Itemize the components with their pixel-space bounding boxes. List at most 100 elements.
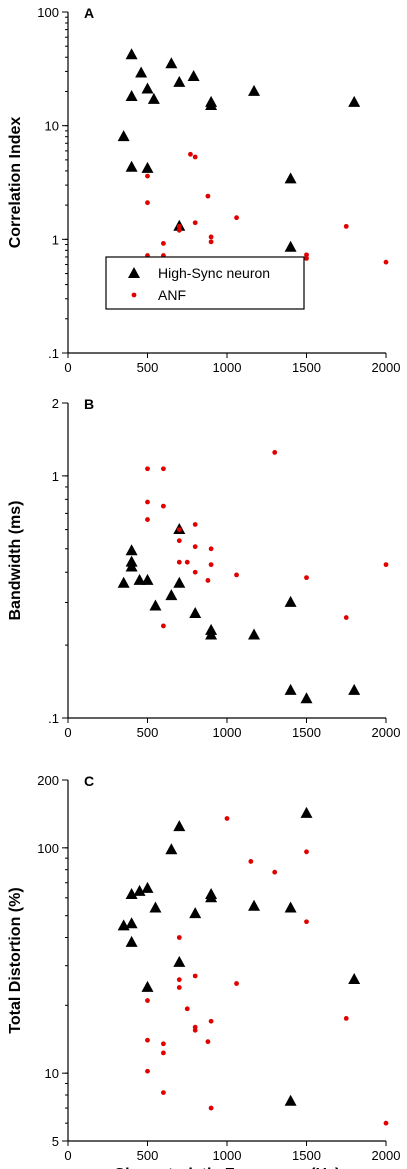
anf-point	[161, 1090, 166, 1095]
x-tick-label: 0	[64, 1148, 71, 1163]
high-sync-point	[147, 92, 160, 104]
anf-point	[176, 935, 182, 940]
legend-dot-icon	[131, 292, 137, 298]
x-tick-label: 2000	[372, 360, 401, 375]
high-sync-point	[133, 884, 146, 896]
y-axis-label: Bandwidth (ms)	[7, 501, 24, 621]
high-sync-point	[189, 907, 202, 919]
high-sync-point	[189, 606, 202, 618]
anf-point	[234, 981, 239, 986]
high-sync-point	[284, 683, 297, 695]
x-tick-label: 1000	[213, 1148, 242, 1163]
high-sync-point	[173, 820, 186, 832]
anf-point	[208, 562, 214, 568]
high-sync-point	[300, 692, 313, 704]
anf-point	[304, 575, 309, 581]
high-sync-point	[187, 70, 200, 82]
legend-box	[105, 256, 305, 310]
x-tick-label: 500	[137, 725, 159, 740]
anf-point	[208, 234, 214, 240]
high-sync-point	[125, 90, 138, 102]
high-sync-point	[173, 955, 186, 967]
y-tick-label: 100	[37, 5, 59, 20]
high-sync-point	[300, 806, 313, 818]
high-sync-point	[125, 544, 138, 556]
x-tick-label: 2000	[372, 725, 401, 740]
x-tick-label: 1000	[213, 360, 242, 375]
high-sync-point	[125, 48, 138, 60]
anf-point	[304, 252, 309, 258]
anf-point	[205, 193, 211, 199]
high-sync-point	[135, 66, 148, 78]
y-tick-label: 2	[52, 396, 59, 411]
high-sync-point	[348, 973, 361, 985]
x-tick-label: 0	[64, 360, 71, 375]
anf-point	[161, 241, 166, 246]
anf-point	[145, 499, 150, 505]
high-sync-point	[149, 901, 162, 913]
anf-point	[234, 572, 239, 578]
high-sync-point	[205, 891, 218, 903]
x-axis-label: Characteristic Frequency (Hz)	[114, 1166, 341, 1169]
legend-label: High-Sync neuron	[158, 265, 270, 281]
x-tick-label: 1500	[292, 1148, 321, 1163]
high-sync-point	[141, 573, 154, 585]
y-tick-label: 10	[45, 1066, 59, 1081]
y-tick-label: 10	[45, 119, 59, 134]
anf-point	[192, 569, 198, 575]
high-sync-point	[284, 595, 297, 607]
anf-point	[248, 859, 254, 864]
anf-point	[145, 998, 150, 1003]
anf-point	[176, 559, 182, 565]
y-tick-label: 1	[52, 469, 59, 484]
anf-point	[192, 154, 198, 160]
anf-point	[304, 919, 309, 925]
high-sync-point	[348, 683, 361, 695]
high-sync-point	[125, 935, 138, 947]
anf-point	[145, 517, 150, 522]
anf-point	[184, 1006, 190, 1012]
panel-letter: C	[84, 773, 94, 789]
panel-letter: A	[84, 5, 94, 21]
anf-point	[383, 562, 389, 568]
y-tick-label: .1	[48, 711, 59, 726]
anf-point	[145, 200, 150, 206]
anf-point	[192, 973, 198, 979]
high-sync-point	[133, 573, 146, 585]
high-sync-point	[117, 576, 130, 588]
anf-point	[176, 227, 182, 233]
x-tick-label: 500	[137, 360, 159, 375]
anf-point	[208, 1018, 214, 1024]
anf-point	[343, 223, 349, 229]
anf-point	[161, 1041, 166, 1047]
y-axis-label: Correlation Index	[7, 117, 24, 249]
anf-point	[145, 466, 150, 472]
anf-point	[205, 1039, 211, 1045]
high-sync-point	[117, 130, 130, 142]
high-sync-point	[125, 888, 138, 900]
high-sync-point	[125, 917, 138, 929]
anf-point	[304, 255, 309, 261]
high-sync-point	[165, 57, 178, 69]
high-sync-point	[165, 843, 178, 855]
anf-point	[145, 173, 150, 179]
y-tick-label: 1	[52, 232, 59, 247]
x-tick-label: 1500	[292, 360, 321, 375]
x-tick-label: 1500	[292, 725, 321, 740]
high-sync-point	[284, 240, 297, 252]
high-sync-point	[125, 560, 138, 572]
anf-point	[192, 522, 198, 527]
high-sync-point	[141, 980, 154, 992]
x-tick-label: 0	[64, 725, 71, 740]
x-tick-label: 2000	[372, 1148, 401, 1163]
anf-point	[234, 215, 239, 221]
high-sync-point	[173, 576, 186, 588]
anf-point	[383, 259, 389, 265]
anf-point	[161, 503, 166, 509]
anf-point	[192, 220, 198, 226]
anf-point	[184, 559, 190, 565]
anf-point	[176, 538, 182, 544]
high-sync-point	[149, 599, 162, 611]
anf-point	[161, 466, 166, 472]
anf-point	[145, 1037, 150, 1043]
